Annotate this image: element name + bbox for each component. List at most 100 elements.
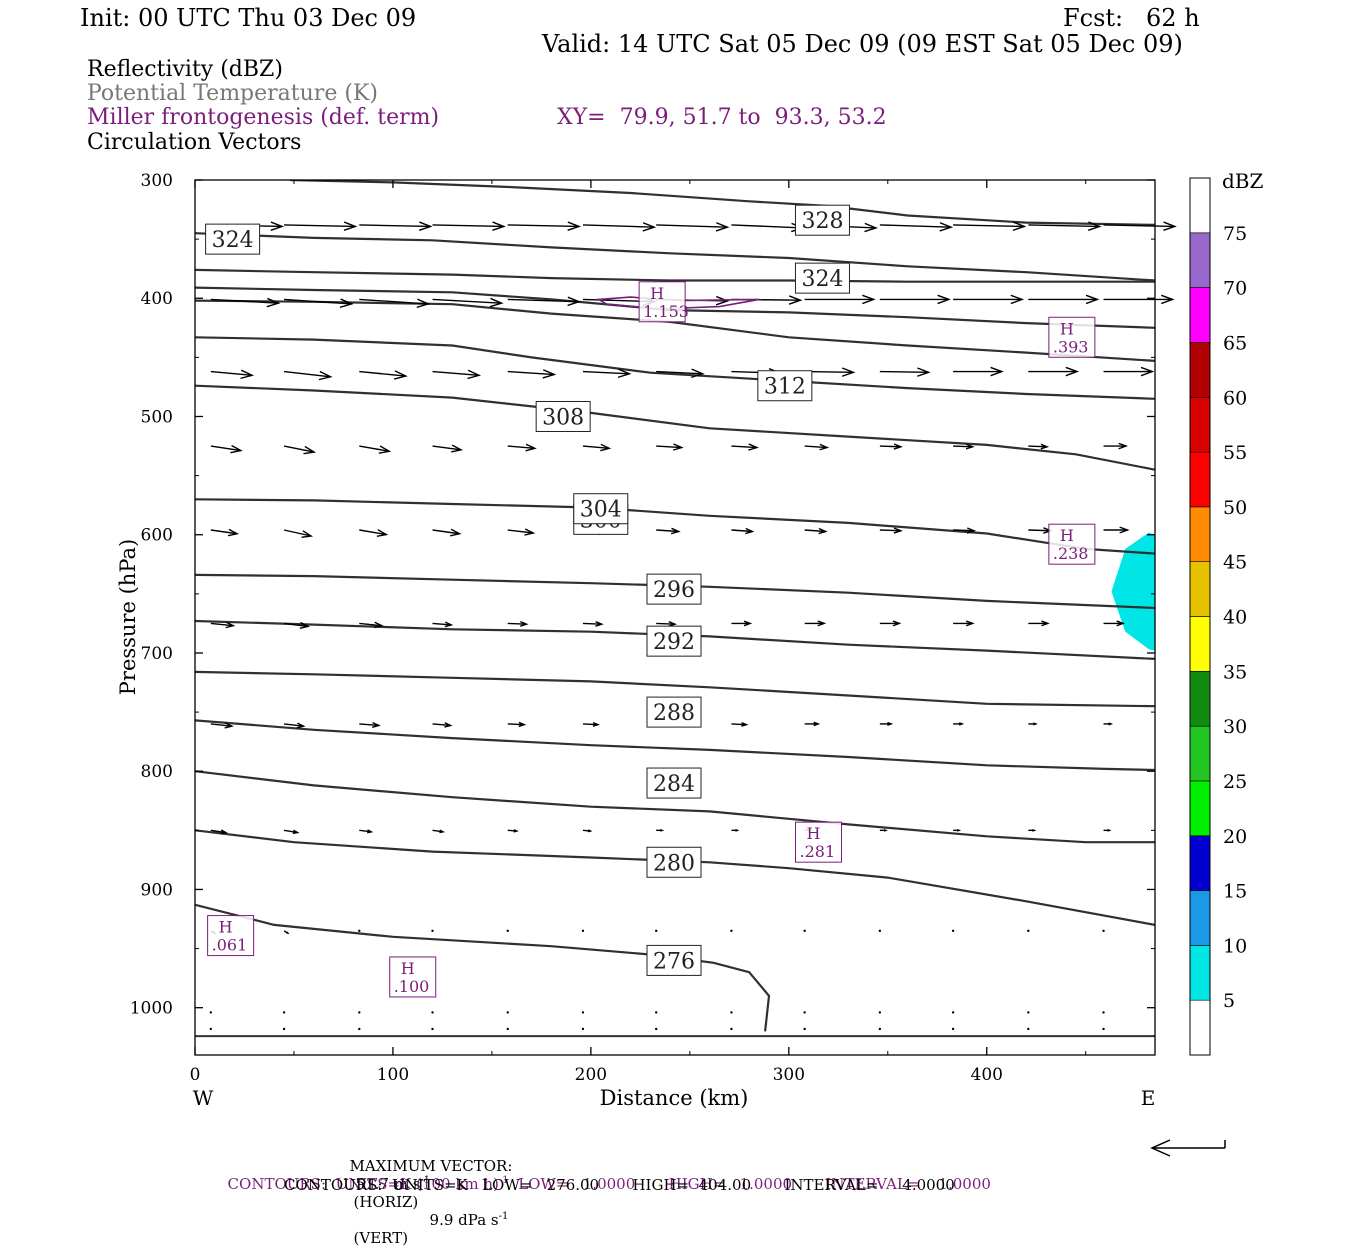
circulation-vector-10-4 — [506, 1027, 509, 1031]
y-tick-label-1000: 1000 — [130, 999, 173, 1019]
colorbar-band-9 — [1189, 506, 1211, 562]
frontogenesis-max-value-2: .238 — [1053, 544, 1089, 563]
circulation-vector-2-8 — [804, 367, 856, 377]
circulation-vector-7-3 — [432, 829, 446, 834]
circulation-vector-8-9 — [878, 929, 882, 933]
colorbar-label-60: 60 — [1223, 387, 1247, 409]
circulation-vector-0-7 — [731, 222, 805, 233]
circulation-vector-6-2 — [359, 721, 381, 728]
theta-contour-308-8 — [195, 384, 1155, 471]
circulation-vector-7-10 — [953, 828, 962, 832]
theta-label-324-12: 324 — [794, 262, 850, 294]
circulation-vector-7-11 — [1028, 828, 1037, 832]
y-tick-label-600: 600 — [141, 526, 173, 546]
frontogenesis-max-1: H.393 — [1048, 316, 1096, 358]
colorbar-band-0 — [1189, 999, 1211, 1056]
colorbar-band-5 — [1189, 725, 1211, 782]
colorbar-band-14 — [1189, 232, 1211, 288]
circulation-vector-9-8 — [803, 1011, 806, 1014]
circulation-vector-6-3 — [432, 722, 453, 728]
colorbar-label-35: 35 — [1223, 661, 1247, 683]
frontogenesis-max-tag-5: H — [401, 959, 415, 978]
colorbar-band-2 — [1189, 890, 1211, 946]
theta-label-text-7: 304 — [580, 498, 622, 523]
y-tick-label-300: 300 — [141, 171, 173, 191]
colorbar-band-12 — [1189, 342, 1211, 398]
circulation-vector-0-3 — [432, 221, 506, 231]
circulation-vector-10-3 — [431, 1027, 434, 1031]
colorbar-band-4 — [1189, 780, 1211, 837]
theta-contour-304-7 — [195, 498, 1155, 555]
colorbar-label-55: 55 — [1223, 442, 1247, 464]
colorbar-label-5: 5 — [1223, 990, 1235, 1012]
circulation-vector-5-7 — [731, 620, 753, 627]
y-tick-label-900: 900 — [141, 880, 173, 900]
circulation-vector-9-12 — [1102, 1011, 1105, 1014]
colorbar-frame — [1189, 177, 1211, 1056]
theta-label-text-12: 324 — [801, 267, 843, 292]
colorbar-label-70: 70 — [1223, 278, 1247, 300]
colorbar-label-10: 10 — [1223, 935, 1247, 957]
max-vector-vert-sup: -1 — [498, 1211, 509, 1222]
circulation-vector-10-1 — [282, 1027, 286, 1031]
circulation-vector-5-5 — [582, 621, 604, 627]
circulation-vector-9-3 — [431, 1011, 434, 1014]
circulation-vector-2-6 — [656, 368, 705, 379]
theta-contour-288-3 — [195, 719, 1155, 772]
colorbar-band-10 — [1189, 451, 1211, 508]
frontogenesis-max-value-4: .061 — [212, 936, 248, 955]
circulation-vector-3-5 — [582, 443, 612, 452]
theta-contour-292-4 — [195, 670, 1155, 708]
circulation-vector-6-10 — [953, 722, 965, 726]
circulation-vector-9-0 — [209, 1011, 213, 1014]
circulation-vector-9-11 — [1027, 1011, 1030, 1014]
circulation-vector-3-4 — [507, 443, 537, 452]
circulation-vector-2-3 — [432, 369, 482, 380]
circulation-vector-4-10 — [953, 527, 977, 534]
theta-label-324-13: 324 — [205, 223, 261, 255]
circulation-vector-2-5 — [582, 368, 632, 379]
circulation-vector-0-12 — [1103, 221, 1177, 231]
circulation-vector-6-1 — [283, 722, 306, 729]
circulation-vector-0-6 — [656, 222, 730, 232]
colorbar-band-7 — [1189, 616, 1211, 672]
circulation-vector-1-11 — [1028, 294, 1100, 305]
circulation-vector-4-6 — [656, 527, 681, 535]
circulation-vector-0-9 — [879, 222, 954, 232]
circulation-vector-7-6 — [656, 828, 665, 832]
colorbar-label-25: 25 — [1223, 771, 1247, 793]
frontogenesis-max-tag-2: H — [1060, 526, 1074, 545]
circulation-vector-3-8 — [804, 443, 830, 451]
contours-fronto-sup: -1 — [498, 1175, 509, 1186]
y-tick-label-400: 400 — [141, 289, 173, 309]
colorbar-label-30: 30 — [1223, 716, 1247, 738]
circulation-vector-4-2 — [359, 529, 389, 537]
theta-label-312-9: 312 — [757, 370, 813, 402]
theta-label-284-2: 284 — [646, 767, 702, 799]
circulation-vector-9-5 — [581, 1011, 585, 1014]
theta-label-280-1: 280 — [646, 846, 702, 878]
colorbar-band-11 — [1189, 396, 1211, 453]
reference-vector-arrow — [1150, 1139, 1226, 1157]
circulation-vector-3-7 — [731, 443, 759, 451]
max-vector-horiz-sup: -1 — [420, 1175, 431, 1186]
colorbar-band-3 — [1189, 835, 1211, 891]
contours-fronto-b: LOW= 1.0000 HIGH= 1.0000 INTERVAL= 1.000… — [508, 1175, 991, 1193]
circulation-vector-7-7 — [731, 828, 740, 832]
circulation-vector-5-9 — [879, 620, 902, 627]
theta-contour-324-13 — [195, 232, 1155, 282]
circulation-vector-9-1 — [282, 1011, 286, 1014]
colorbar-label-75: 75 — [1223, 223, 1247, 245]
max-vector-vert-unit: (VERT) — [353, 1229, 409, 1247]
circulation-vector-8-10 — [951, 929, 955, 933]
theta-label-text-4: 292 — [653, 630, 695, 655]
circulation-vector-0-1 — [284, 221, 358, 231]
circulation-vector-3-6 — [656, 443, 684, 451]
frontogenesis-max-3: H.281 — [795, 821, 843, 863]
circulation-vector-6-4 — [507, 721, 527, 728]
circulation-vector-3-2 — [359, 445, 392, 454]
circulation-vector-2-10 — [953, 366, 1004, 377]
x-tick-label-100: 100 — [377, 1065, 409, 1085]
x-tick-label-0: 0 — [190, 1065, 201, 1085]
theta-label-text-14: 328 — [801, 209, 843, 234]
